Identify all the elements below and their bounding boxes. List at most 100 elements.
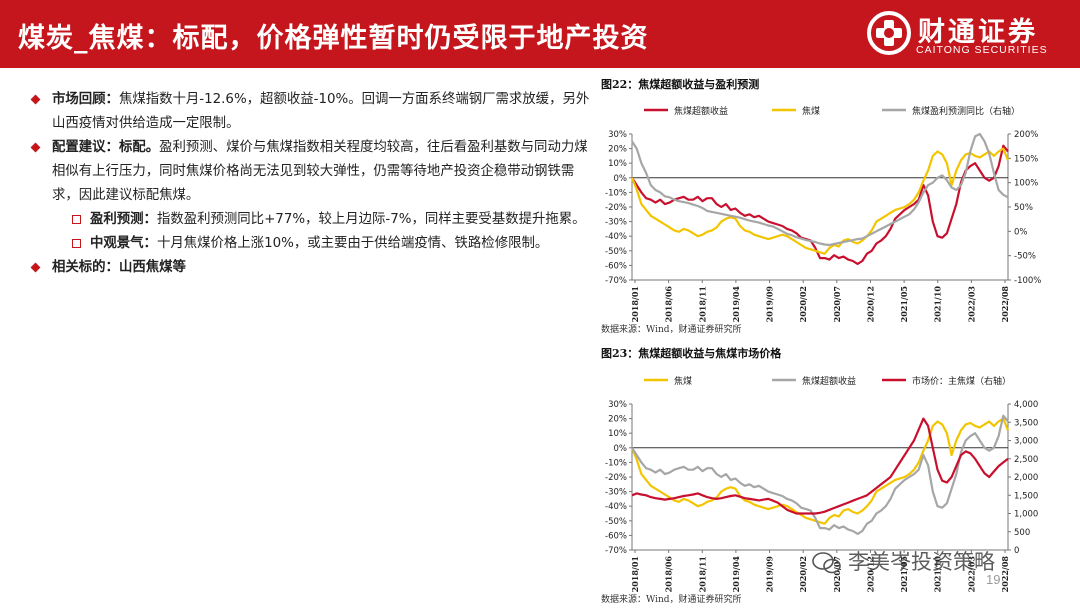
legend-label: 焦煤超额收益	[674, 105, 728, 117]
y-left-tick-label: 0%	[614, 174, 628, 184]
x-tick-label: 2018/06	[664, 556, 674, 592]
x-tick-label: 2020/07	[832, 556, 842, 592]
x-tick-label: 2020/02	[798, 286, 808, 322]
legend-label: 焦煤	[802, 105, 820, 117]
bullet-allocation: 配置建议：标配。盈利预测、煤价与焦煤指数相关程度均较高，往后看盈利基数与同动力煤…	[30, 136, 590, 208]
y-left-tick-label: -30%	[605, 488, 627, 498]
sub-bullet-label: 盈利预测：	[90, 212, 157, 227]
x-tick-label: 2022/03	[966, 556, 976, 592]
bullet-text: 焦煤指数十月-12.6%，超额收益-10%。回调一方面系终端钢厂需求放缓，另外山…	[52, 92, 590, 131]
page-number: 19	[986, 572, 1001, 587]
legend-label: 焦煤	[674, 375, 692, 387]
sub-bullet-profit-forecast: 盈利预测：指数盈利预测同比+77%，较上月边际-7%，同样主要受基数提升拖累。	[30, 208, 590, 232]
y-right-tick-label: 3,500	[1014, 418, 1038, 428]
series-line	[631, 144, 1009, 265]
bullet-label: 配置建议：标配。	[52, 140, 160, 155]
y-right-tick-label: 0	[1014, 546, 1019, 556]
y-left-tick-label: -70%	[605, 546, 627, 556]
x-tick-label: 2020/12	[865, 556, 875, 592]
page-title: 煤炭_焦煤：标配，价格弹性暂时仍受限于地产投资	[18, 23, 649, 54]
y-right-tick-label: 4,000	[1014, 400, 1038, 410]
figure-22-source: 数据来源：Wind，财通证券研究所	[601, 325, 742, 335]
bullet-text: 盈利预测、煤价与焦煤指数相关程度均较高，往后看盈利基数与同动力煤相似有上行压力，…	[52, 140, 588, 203]
x-tick-label: 2018/11	[697, 556, 707, 592]
chart-22: 焦煤超额收益 焦煤 焦煤盈利预测同比（右轴） 30% 20% 10% 0% -10% -20% -…	[605, 105, 1041, 322]
y-right-tick-label: 100%	[1014, 179, 1038, 189]
y-left-tick-label: -50%	[605, 517, 627, 527]
logo-text-cn: 财通证券	[918, 17, 1038, 48]
y-right-tick-label: 500	[1014, 528, 1030, 538]
series-line	[631, 132, 1009, 247]
y-left-tick-label: 10%	[608, 159, 627, 169]
x-tick-label: 2018/11	[697, 286, 707, 322]
y-left-tick-label: -70%	[605, 276, 627, 286]
y-left-tick-label: -60%	[605, 261, 627, 271]
square-bullet-icon	[72, 239, 81, 248]
series-line	[631, 417, 1009, 515]
y-right-tick-label: -50%	[1014, 252, 1036, 262]
bullet-list: 市场回顾：焦煤指数十月-12.6%，超额收益-10%。回调一方面系终端钢厂需求放…	[30, 88, 590, 280]
x-tick-label: 2019/04	[731, 286, 741, 322]
y-right-tick-label: 1,000	[1014, 510, 1038, 520]
sub-bullet-label: 中观景气：	[90, 236, 157, 251]
figure-22-title: 图22：焦煤超额收益与盈利预测	[601, 78, 760, 91]
x-tick-label: 2018/01	[630, 556, 640, 592]
sub-bullet-text: 指数盈利预测同比+77%，较上月边际-7%，同样主要受基数提升拖累。	[156, 212, 586, 227]
diamond-bullet-icon	[30, 142, 41, 153]
x-tick-label: 2019/09	[765, 556, 775, 592]
x-tick-label: 2020/12	[865, 286, 875, 322]
x-tick-label: 2018/01	[630, 286, 640, 322]
y-right-tick-label: -100%	[1014, 276, 1041, 286]
y-left-tick-label: 20%	[608, 145, 627, 155]
x-tick-label: 2019/09	[765, 286, 775, 322]
y-right-tick-label: 2,000	[1014, 473, 1038, 483]
y-right-tick-label: 2,500	[1014, 455, 1038, 465]
sub-bullet-text: 十月焦煤价格上涨10%，或主要由于供给端疫情、铁路检修限制。	[156, 236, 549, 251]
x-tick-label: 2021/05	[899, 286, 909, 322]
y-right-tick-label: 50%	[1014, 203, 1033, 213]
chart-23: 焦煤 焦煤超额收益 市场价：主焦煤（右轴） 30% 20% 10% 0% -10% -20% -3…	[605, 375, 1038, 592]
series-line	[631, 414, 1009, 535]
y-right-tick-label: 0%	[1014, 227, 1028, 237]
figure-23-source: 数据来源：Wind，财通证券研究所	[601, 595, 742, 605]
y-left-tick-label: -10%	[605, 458, 627, 468]
bullet-related-targets: 相关标的：山西焦煤等	[30, 256, 590, 280]
legend-label: 焦煤超额收益	[802, 375, 856, 387]
logo-text-en: CAITONG SECURITIES	[916, 44, 1048, 56]
x-tick-label: 2021/05	[899, 556, 909, 592]
y-right-tick-label: 3,000	[1014, 437, 1038, 447]
y-left-tick-label: -60%	[605, 531, 627, 541]
x-tick-label: 2019/04	[731, 556, 741, 592]
header-bar: 煤炭_焦煤：标配，价格弹性暂时仍受限于地产投资 财通证券 CAITONG SEC…	[0, 0, 1080, 68]
figure-23-title: 图23：焦煤超额收益与焦煤市场价格	[601, 347, 782, 360]
diamond-bullet-icon	[30, 94, 41, 105]
x-tick-label: 2018/06	[664, 286, 674, 322]
series-line	[630, 147, 1010, 255]
y-right-tick-label: 150%	[1014, 154, 1038, 164]
x-tick-label: 2021/10	[933, 556, 943, 592]
series-line	[630, 417, 1010, 525]
y-left-tick-label: 20%	[608, 415, 627, 425]
y-right-tick-label: 200%	[1014, 130, 1038, 140]
x-tick-label: 2022/08	[1000, 286, 1010, 322]
y-left-tick-label: -20%	[605, 473, 627, 483]
y-left-tick-label: 30%	[608, 400, 627, 410]
square-bullet-icon	[72, 215, 81, 224]
caitong-logo-icon	[867, 11, 911, 55]
legend-label: 市场价：主焦煤（右轴）	[912, 375, 1011, 387]
y-left-tick-label: 0%	[614, 444, 628, 454]
y-left-tick-label: -30%	[605, 218, 627, 228]
y-left-tick-label: 30%	[608, 130, 627, 140]
x-tick-label: 2022/03	[966, 286, 976, 322]
y-left-tick-label: -40%	[605, 232, 627, 242]
wechat-icon	[812, 552, 841, 574]
diamond-bullet-icon	[30, 262, 41, 273]
x-tick-label: 2020/02	[798, 556, 808, 592]
y-left-tick-label: -10%	[605, 188, 627, 198]
legend-label: 焦煤盈利预测同比（右轴）	[912, 105, 1020, 117]
y-left-tick-label: 10%	[608, 429, 627, 439]
bullet-market-review: 市场回顾：焦煤指数十月-12.6%，超额收益-10%。回调一方面系终端钢厂需求放…	[30, 88, 590, 136]
sub-bullet-mid-view: 中观景气：十月焦煤价格上涨10%，或主要由于供给端疫情、铁路检修限制。	[30, 232, 590, 256]
bullet-label: 市场回顾：	[52, 92, 119, 107]
y-left-tick-label: -20%	[605, 203, 627, 213]
